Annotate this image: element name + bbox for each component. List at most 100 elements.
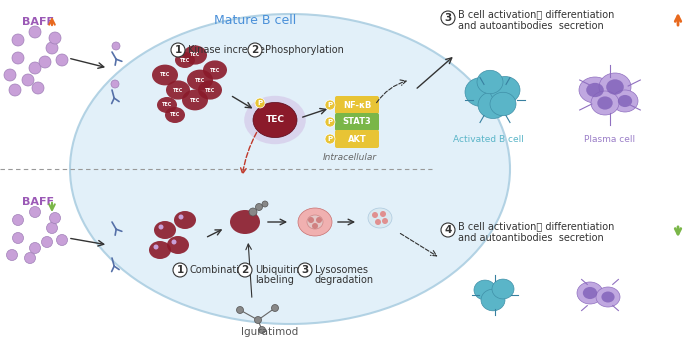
- Text: B cell activation、 differentiation: B cell activation、 differentiation: [458, 9, 614, 19]
- Circle shape: [153, 244, 158, 249]
- Ellipse shape: [474, 280, 496, 300]
- Text: degradation: degradation: [315, 275, 374, 285]
- Text: TEC: TEC: [190, 52, 200, 57]
- Text: Intracellular: Intracellular: [323, 153, 377, 163]
- Text: P: P: [258, 100, 262, 106]
- Ellipse shape: [298, 208, 332, 236]
- Circle shape: [49, 32, 61, 44]
- Text: 2: 2: [241, 265, 249, 275]
- Text: Combination: Combination: [190, 265, 252, 275]
- Circle shape: [112, 42, 120, 50]
- Circle shape: [42, 237, 53, 247]
- Text: Iguratimod: Iguratimod: [241, 327, 299, 337]
- Ellipse shape: [152, 65, 178, 86]
- Text: Plasma cell: Plasma cell: [584, 136, 636, 145]
- Ellipse shape: [597, 96, 612, 110]
- Text: 1: 1: [175, 45, 182, 55]
- Circle shape: [325, 134, 335, 144]
- Ellipse shape: [478, 92, 508, 119]
- Ellipse shape: [187, 70, 213, 90]
- Text: BAFF: BAFF: [22, 17, 54, 27]
- Text: TEC: TEC: [170, 113, 180, 118]
- Ellipse shape: [167, 236, 189, 254]
- Ellipse shape: [154, 221, 176, 239]
- Circle shape: [25, 252, 36, 264]
- Ellipse shape: [70, 14, 510, 324]
- Ellipse shape: [182, 90, 208, 111]
- Circle shape: [47, 222, 58, 234]
- Ellipse shape: [586, 83, 603, 97]
- Text: TEC: TEC: [160, 72, 170, 77]
- Text: Activated B cell: Activated B cell: [453, 136, 523, 145]
- Circle shape: [255, 316, 262, 323]
- Circle shape: [248, 43, 262, 57]
- Circle shape: [236, 307, 243, 314]
- Circle shape: [32, 82, 44, 94]
- Text: 2: 2: [251, 45, 259, 55]
- Text: Lysosomes: Lysosomes: [315, 265, 368, 275]
- Ellipse shape: [307, 215, 323, 229]
- Text: and autoantibodies  secretion: and autoantibodies secretion: [458, 233, 603, 243]
- FancyBboxPatch shape: [335, 130, 379, 148]
- Circle shape: [158, 224, 164, 230]
- FancyBboxPatch shape: [335, 96, 379, 114]
- Ellipse shape: [230, 210, 260, 234]
- Text: TEC: TEC: [266, 116, 284, 124]
- Circle shape: [6, 249, 18, 261]
- Ellipse shape: [166, 80, 190, 100]
- Ellipse shape: [492, 279, 514, 299]
- Circle shape: [46, 42, 58, 54]
- Circle shape: [171, 240, 177, 244]
- Text: BAFF: BAFF: [22, 197, 54, 207]
- Text: 3: 3: [301, 265, 309, 275]
- Circle shape: [372, 212, 378, 218]
- Ellipse shape: [174, 211, 196, 229]
- Ellipse shape: [490, 76, 520, 103]
- Circle shape: [4, 69, 16, 81]
- Circle shape: [441, 223, 455, 237]
- Circle shape: [382, 218, 388, 224]
- Circle shape: [256, 203, 262, 211]
- Ellipse shape: [618, 95, 632, 107]
- Circle shape: [441, 11, 455, 25]
- Circle shape: [271, 305, 279, 312]
- Circle shape: [308, 217, 314, 223]
- Text: TEC: TEC: [180, 57, 190, 63]
- Text: 4: 4: [445, 225, 451, 235]
- Ellipse shape: [244, 96, 306, 144]
- Ellipse shape: [599, 73, 631, 101]
- Ellipse shape: [481, 289, 505, 311]
- Ellipse shape: [203, 61, 227, 80]
- FancyBboxPatch shape: [335, 113, 379, 131]
- Circle shape: [238, 263, 252, 277]
- Ellipse shape: [583, 287, 597, 299]
- Text: labeling: labeling: [255, 275, 294, 285]
- Circle shape: [262, 201, 268, 207]
- Text: STAT3: STAT3: [342, 118, 371, 126]
- Circle shape: [255, 98, 265, 108]
- Circle shape: [56, 235, 68, 245]
- Circle shape: [298, 263, 312, 277]
- Circle shape: [179, 215, 184, 219]
- Circle shape: [380, 211, 386, 217]
- Circle shape: [29, 242, 40, 254]
- Circle shape: [12, 34, 24, 46]
- Text: TEC: TEC: [162, 102, 172, 107]
- Ellipse shape: [591, 91, 619, 115]
- Circle shape: [258, 327, 266, 334]
- Text: TEC: TEC: [190, 97, 200, 102]
- Ellipse shape: [157, 97, 177, 113]
- Circle shape: [39, 56, 51, 68]
- Text: P: P: [327, 136, 332, 142]
- Circle shape: [29, 62, 41, 74]
- Text: 1: 1: [176, 265, 184, 275]
- Text: Kinase increase: Kinase increase: [188, 45, 265, 55]
- Ellipse shape: [606, 79, 624, 95]
- Circle shape: [49, 213, 60, 223]
- Text: TEC: TEC: [210, 68, 220, 72]
- Circle shape: [12, 52, 24, 64]
- Ellipse shape: [577, 282, 603, 304]
- Ellipse shape: [612, 90, 638, 112]
- Ellipse shape: [477, 70, 503, 94]
- Circle shape: [111, 80, 119, 88]
